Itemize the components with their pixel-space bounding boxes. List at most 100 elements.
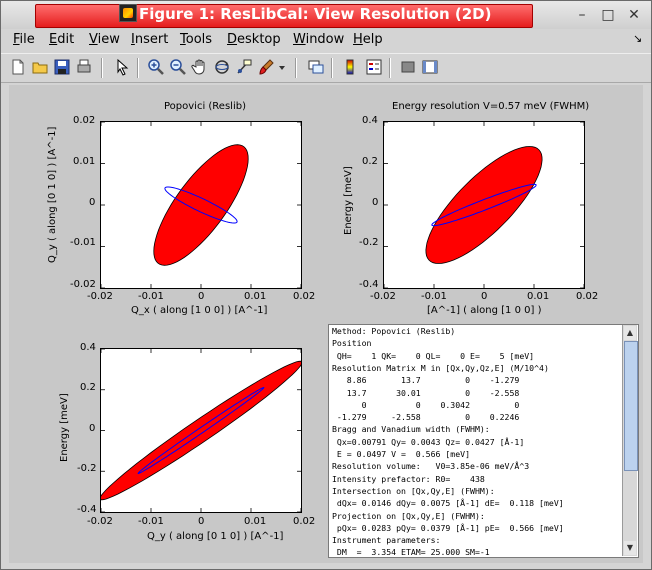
dock-arrow-icon[interactable]: ↘ [633,32,643,45]
axes3-xtick: -0.01 [138,516,164,527]
axes2-xtick: 0 [481,291,488,302]
axes2-xlabel: [A^-1] ( along [1 0 0] ) [427,305,542,316]
axes2-ytick: -0.2 [359,237,379,248]
link-plot-icon[interactable] [307,58,325,76]
resolution-ellipse [425,146,543,264]
axes1-ytick: -0.02 [70,279,96,290]
axes1-xtick: 0 [198,291,205,302]
axes3-ytick: 0 [89,423,96,434]
info-line: Intersection on [Qx,Qy,E] (FWHM): [332,485,495,496]
toolbar-separator [295,58,297,78]
resolution-ellipse [101,360,301,501]
axes1-ytick: 0.02 [73,115,96,126]
info-line: 8.86 13.7 0 -1.279 [332,375,520,386]
axes3-ytick: -0.4 [77,504,97,515]
axes2-xtick: -0.02 [370,291,396,302]
axes2-ytick: 0.2 [362,156,378,167]
legend-icon[interactable] [365,58,383,76]
axes3-plot[interactable] [100,348,302,513]
toolbar-separator [331,58,333,78]
data-cursor-icon[interactable] [235,58,253,76]
info-line: Resolution Matrix M in [Qx,Qy,Qz,E] (M/1… [332,362,549,373]
info-line: Qx=0.00791 Qy= 0.0043 Qz= 0.0427 [Å-1] [332,436,525,447]
axes1-title: Popovici (Reslib) [164,101,246,112]
axes2-ytick: 0 [372,197,379,208]
info-line: dQx= 0.0146 dQy= 0.0075 [Å-1] dE= 0.118 … [332,498,564,509]
axes2-xtick: -0.01 [421,291,447,302]
info-line: E = 0.0497 V = 0.566 [meV] [332,449,471,459]
scroll-up-icon[interactable]: ▲ [624,326,636,340]
axes1-ytick: 0 [89,197,96,208]
maximize-button[interactable]: □ [601,7,615,23]
menu-edit[interactable]: Edit [49,32,75,47]
colorbar-icon[interactable] [341,58,359,76]
info-scrollbar[interactable]: ▲ ▼ [622,325,638,556]
zoom-in-icon[interactable] [147,58,165,76]
info-line: Bragg and Vanadium width (FWHM): [332,424,490,435]
axes3-ytick: 0.2 [80,382,96,393]
menu-help[interactable]: Help [353,32,383,47]
menu-view[interactable]: View [89,32,120,47]
rotate-3d-icon[interactable] [213,58,231,76]
hide-plot-tools-icon[interactable] [399,58,417,76]
pointer-icon[interactable] [113,58,131,76]
axes1-xlabel: Q_x ( along [1 0 0] ) [A^-1] [131,305,268,316]
axes2-plot[interactable] [383,121,585,289]
axes1-ytick: 0.01 [73,156,96,167]
menu-file[interactable]: File [13,32,35,47]
info-line: 0 0 0.3042 0 [332,399,520,410]
open-file-icon[interactable] [31,58,49,76]
zoom-out-icon[interactable] [169,58,187,76]
axes1-ytick: -0.01 [70,237,96,248]
toolbar-separator [137,58,139,78]
intersection-ellipse [164,186,238,224]
minimize-button[interactable]: – [578,7,586,23]
intersection-ellipse [431,183,537,227]
toolbar-separator [101,58,103,78]
axes1-xtick: -0.02 [87,291,113,302]
info-line: -1.279 -2.558 0 0.2246 [332,412,520,423]
intersection-ellipse [137,387,265,474]
show-plot-tools-icon[interactable] [421,58,439,76]
info-line: pQx= 0.0283 pQy= 0.0379 [Å-1] pE= 0.566 … [332,522,564,533]
matlab-logo-icon [119,4,137,22]
info-line: Projection on [Qx,Qy,E] (FWHM): [332,510,485,521]
window-title: Figure 1: ResLibCal: View Resolution (2D… [139,5,492,23]
info-line: QH= 1 QK= 0 QL= 0 E= 5 [meV] [332,350,535,361]
axes3-ytick: 0.4 [80,342,96,353]
close-button[interactable]: ✕ [628,7,640,23]
title-bar[interactable]: Figure 1: ResLibCal: View Resolution (2D… [1,1,651,29]
info-line: Instrument parameters: [332,535,441,546]
axes2-xtick: 0.02 [576,291,599,302]
info-line: DM = 3.354 ETAM= 25.000 SM=-1 [332,547,490,558]
scroll-down-icon[interactable]: ▼ [624,541,636,555]
menu-tools[interactable]: Tools [180,32,213,47]
info-line: Intensity prefactor: R0= 438 [332,473,485,484]
axes1-ylabel: Q_y ( along [0 1 0] ) [A^-1] [47,126,58,263]
axes3-xlabel: Q_y ( along [0 1 0] ) [A^-1] [147,531,284,542]
axes1-xtick: -0.01 [138,291,164,302]
info-line: Resolution volume: V0=3.85e-06 meV/Å^3 [332,461,530,472]
title-highlight [35,4,533,28]
brush-icon[interactable] [257,58,275,76]
figure-toolbar [1,53,651,83]
save-icon[interactable] [53,58,71,76]
print-icon[interactable] [75,58,93,76]
pan-hand-icon[interactable] [191,58,209,76]
axes2-xtick: 0.01 [527,291,550,302]
resolution-info-textbox[interactable]: Method: Popovici (Reslib) Position QH= 1 … [328,324,639,558]
axes2-ytick: -0.4 [359,279,379,290]
axes2-ylabel: Energy [meV] [343,166,354,235]
brush-dropdown-icon[interactable] [277,58,287,76]
axes1-plot[interactable] [100,121,302,289]
scroll-thumb[interactable] [624,341,638,471]
info-line: 13.7 30.01 0 -2.558 [332,387,520,398]
menu-window[interactable]: Window [293,32,345,47]
info-line: Method: Popovici (Reslib) [332,326,456,336]
axes3-xtick: 0.01 [244,516,267,527]
menu-desktop[interactable]: Desktop [227,32,281,47]
menu-insert[interactable]: Insert [131,32,169,47]
new-figure-icon[interactable] [9,58,27,76]
menu-bar: File Edit View Insert Tools Desktop Wind… [1,29,651,51]
